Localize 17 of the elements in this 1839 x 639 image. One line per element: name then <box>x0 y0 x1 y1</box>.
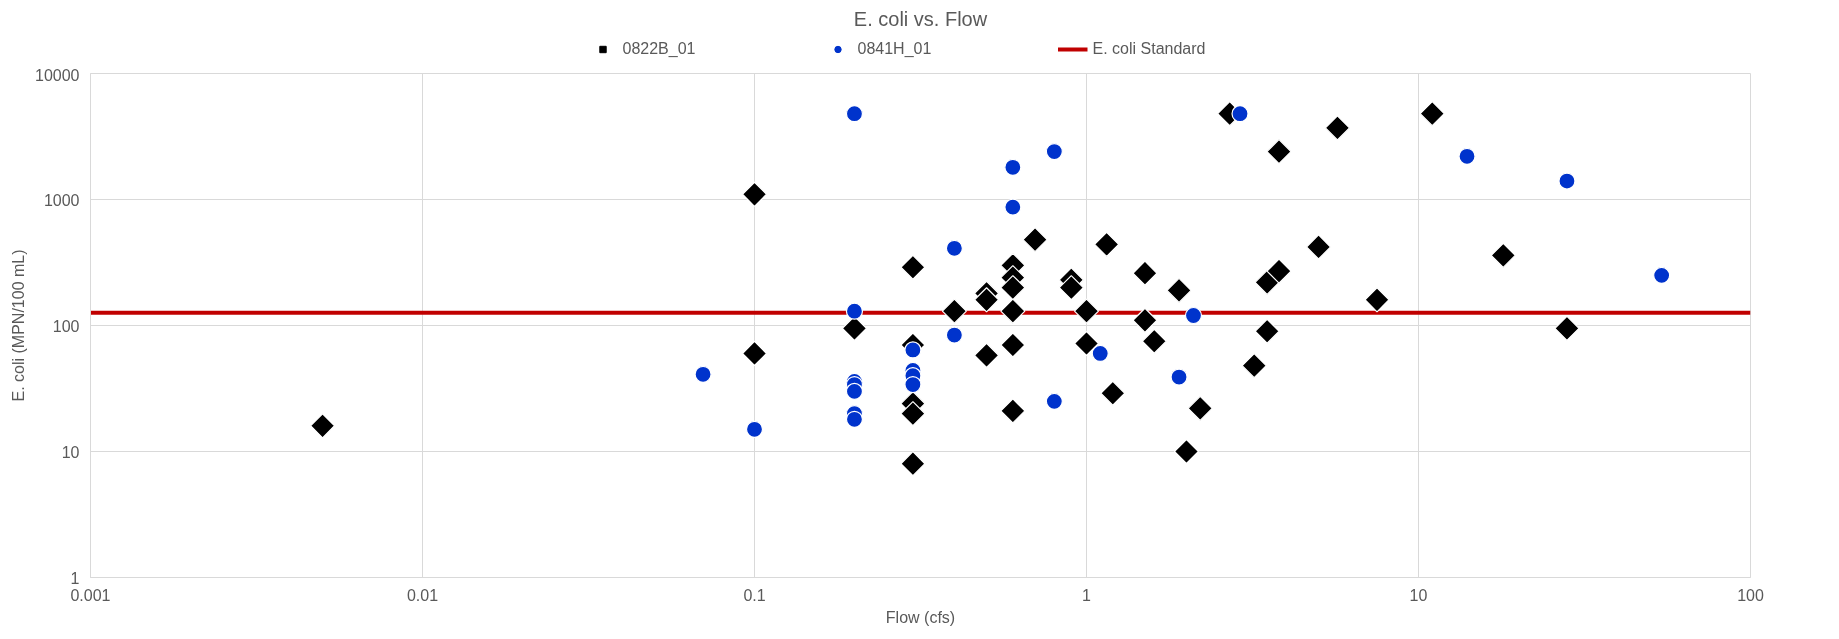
legend-label: 0822B_01 <box>622 39 697 58</box>
y-tick-label: 100 <box>52 317 80 335</box>
chart-title: E. coli vs. Flow <box>853 7 988 30</box>
x-tick-label: 0.01 <box>406 586 439 604</box>
y-tick-label: 1 <box>70 569 80 587</box>
x-axis-title: Flow (cfs) <box>885 608 956 626</box>
y-tick-label: 10 <box>61 443 80 461</box>
x-tick-label: 0.1 <box>743 586 766 604</box>
x-tick-label: 1 <box>1082 586 1092 604</box>
legend-label: 0841H_01 <box>857 39 933 58</box>
y-tick-label: 1000 <box>43 191 80 209</box>
y-axis-title: E. coli (MPN/100 mL) <box>10 249 28 402</box>
x-tick-label: 10 <box>1409 586 1428 604</box>
y-tick-label: 10000 <box>35 66 80 84</box>
x-tick-label: 100 <box>1737 586 1764 604</box>
legend-label: E. coli Standard <box>1092 39 1207 58</box>
x-tick-label: 0.001 <box>70 586 111 604</box>
